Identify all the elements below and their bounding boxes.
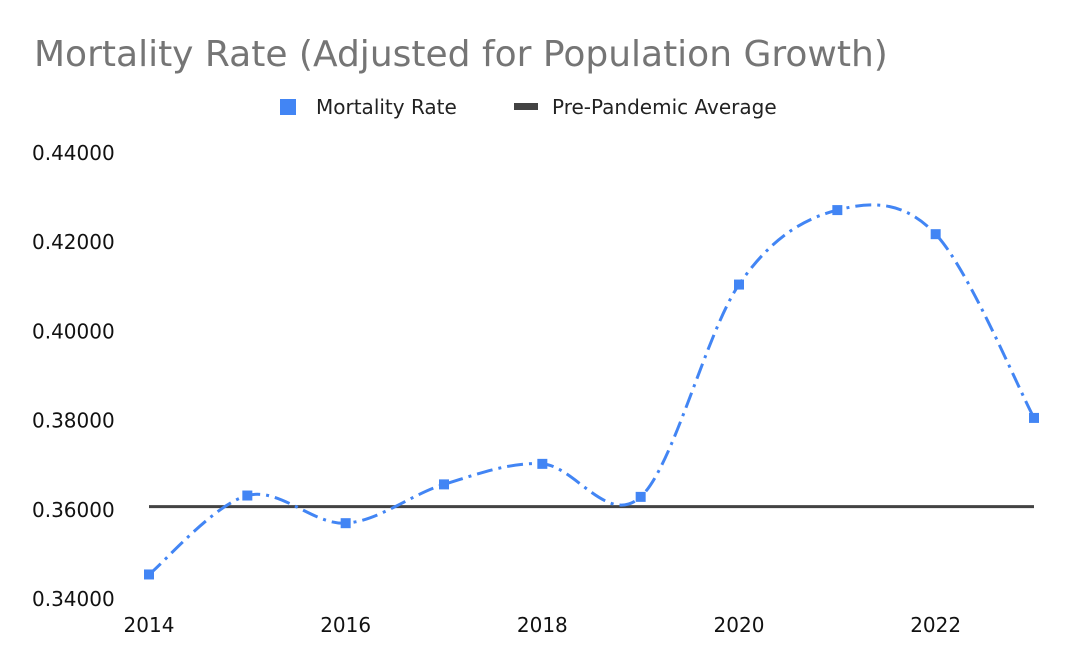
y-tick-label: 0.40000 (32, 319, 115, 343)
x-axis-ticks: 2014 2016 2018 2020 2022 (124, 613, 962, 637)
x-tick-label: 2018 (517, 613, 568, 637)
x-tick-label: 2014 (124, 613, 175, 637)
series-line-mortality-rate (148, 203, 1036, 576)
y-tick-label: 0.36000 (32, 498, 115, 522)
data-point-mortality-rate (832, 205, 843, 216)
x-tick-label: 2016 (320, 613, 371, 637)
y-tick-label: 0.38000 (32, 409, 115, 433)
legend-label-mortality-rate: Mortality Rate (316, 95, 457, 119)
data-point-mortality-rate (242, 490, 253, 501)
chart-title: Mortality Rate (Adjusted for Population … (34, 34, 888, 75)
y-tick-label: 0.44000 (32, 141, 115, 165)
y-tick-label: 0.34000 (32, 587, 115, 611)
data-point-mortality-rate (144, 569, 154, 580)
series-layer (144, 203, 1039, 580)
data-point-mortality-rate (635, 491, 646, 502)
data-point-mortality-rate (1029, 412, 1039, 423)
y-tick-label: 0.42000 (32, 230, 115, 254)
x-tick-label: 2020 (714, 613, 765, 637)
data-point-mortality-rate (340, 518, 351, 529)
x-tick-label: 2022 (910, 613, 961, 637)
legend-swatch-mortality-rate (280, 99, 296, 115)
legend-label-pre-pandemic-average: Pre-Pandemic Average (552, 95, 777, 119)
data-point-mortality-rate (439, 479, 449, 490)
legend: Mortality Rate Pre-Pandemic Average (280, 95, 777, 119)
legend-swatch-pre-pandemic-average (514, 103, 538, 110)
y-axis-ticks: 0.34000 0.36000 0.38000 0.40000 0.42000 0.440… (32, 141, 115, 611)
data-point-mortality-rate (734, 279, 744, 290)
data-point-mortality-rate (537, 458, 548, 469)
data-point-mortality-rate (930, 229, 941, 240)
